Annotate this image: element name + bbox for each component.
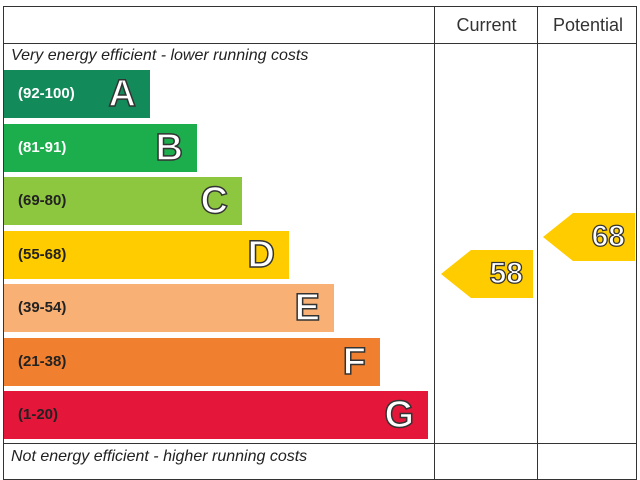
band-e: (39-54) E xyxy=(4,284,334,332)
header-divider xyxy=(3,43,637,44)
band-c-range: (69-80) xyxy=(18,192,67,209)
band-c: (69-80) C xyxy=(4,177,242,225)
current-rating-arrow: 58 xyxy=(441,250,533,298)
band-a-range: (92-100) xyxy=(18,85,75,102)
band-g: (1-20) G xyxy=(4,391,428,439)
band-c-letter: C xyxy=(200,179,229,223)
band-a: (92-100) A xyxy=(4,70,150,118)
band-a-letter: A xyxy=(108,72,137,116)
band-f: (21-38) F xyxy=(4,338,380,386)
band-b-range: (81-91) xyxy=(18,139,67,156)
footer-divider xyxy=(3,443,637,444)
band-g-letter: G xyxy=(384,393,415,437)
potential-column-header: Potential xyxy=(552,15,624,35)
top-efficiency-note: Very energy efficient - lower running co… xyxy=(11,47,309,64)
current-rating-value: 58 xyxy=(489,256,524,290)
band-f-letter: F xyxy=(342,340,367,384)
band-d-letter: D xyxy=(247,233,276,277)
band-b: (81-91) B xyxy=(4,124,197,172)
potential-rating-value: 68 xyxy=(591,219,626,253)
band-d-range: (55-68) xyxy=(18,246,67,263)
band-d: (55-68) D xyxy=(4,231,289,279)
current-column-header: Current xyxy=(456,15,517,35)
bottom-efficiency-note: Not energy efficient - higher running co… xyxy=(11,448,308,465)
band-f-range: (21-38) xyxy=(18,353,67,370)
band-g-range: (1-20) xyxy=(18,406,59,423)
band-b-letter: B xyxy=(155,126,184,170)
potential-rating-arrow: 68 xyxy=(543,213,635,261)
potential-arrow-shape xyxy=(543,213,635,261)
potential-column-divider xyxy=(537,6,538,480)
current-column-divider xyxy=(434,6,435,480)
band-e-range: (39-54) xyxy=(18,299,67,316)
current-arrow-shape xyxy=(441,250,533,298)
band-e-letter: E xyxy=(294,286,321,330)
